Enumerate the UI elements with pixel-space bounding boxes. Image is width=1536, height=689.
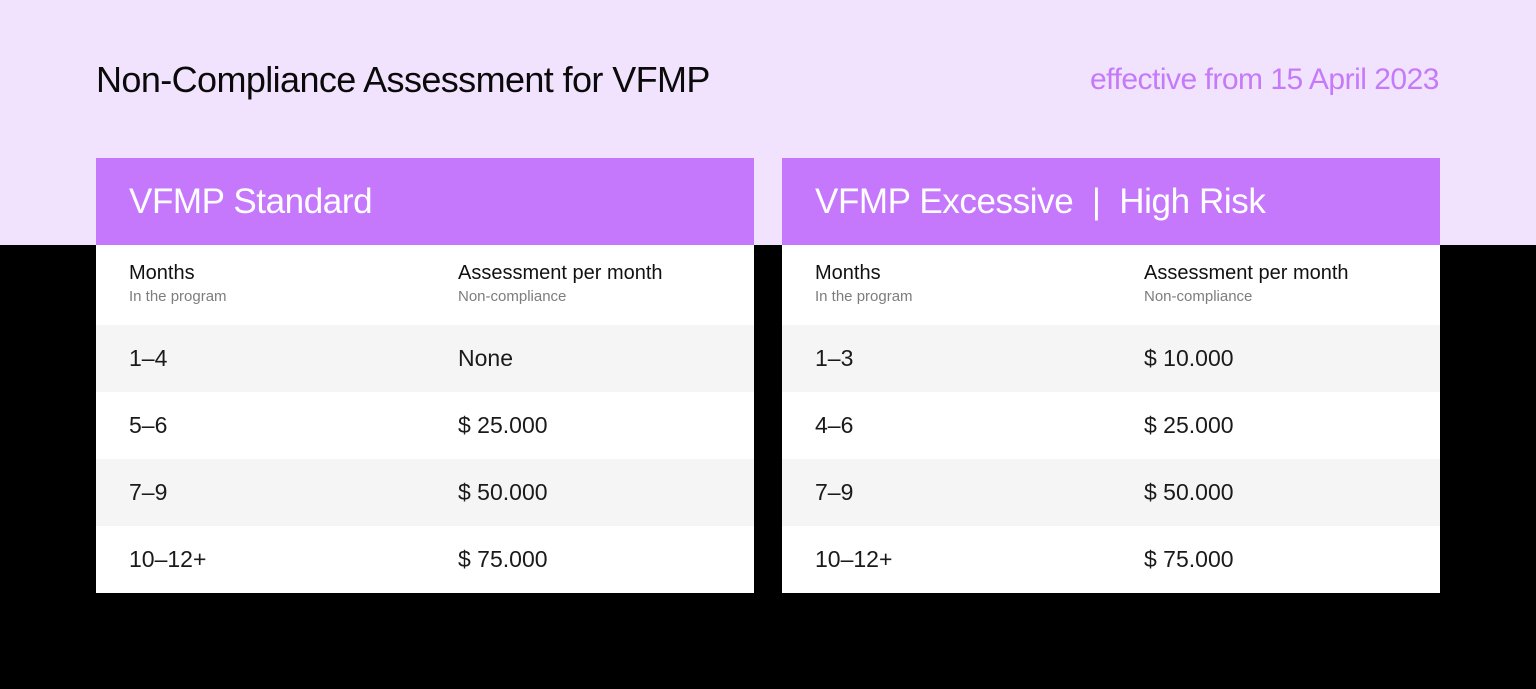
table-vfmp-excessive: VFMP Excessive | High Risk Months In the…: [782, 158, 1440, 593]
amount-cell: $ 25.000: [1144, 412, 1234, 438]
amount-cell: $ 10.000: [1144, 345, 1234, 371]
months-cell: 4–6: [815, 412, 854, 438]
months-cell: 10–12+: [129, 546, 207, 572]
column-header-months: Months In the program: [129, 259, 227, 307]
table-row: 4–6 $ 25.000: [782, 392, 1440, 459]
effective-date: effective from 15 April 2023: [1090, 63, 1440, 96]
table-row: 10–12+ $ 75.000: [96, 526, 754, 593]
column-header-assessment: Assessment per month Non-compliance: [458, 259, 663, 307]
table-row: 1–4 None: [96, 325, 754, 392]
table-row: 7–9 $ 50.000: [96, 459, 754, 526]
column-sublabel: In the program: [815, 288, 913, 305]
page-title: Non-Compliance Assessment for VFMP: [96, 59, 710, 100]
amount-cell: $ 75.000: [1144, 546, 1234, 572]
column-label: Assessment per month: [1144, 262, 1349, 284]
amount-cell: $ 75.000: [458, 546, 548, 572]
column-label: Months: [815, 262, 881, 284]
column-sublabel: Non-compliance: [458, 288, 567, 305]
column-header-assessment: Assessment per month Non-compliance: [1144, 259, 1349, 307]
table-title: VFMP Excessive | High Risk: [782, 158, 1440, 245]
months-cell: 1–3: [815, 345, 854, 371]
column-label: Months: [129, 262, 195, 284]
amount-cell: $ 25.000: [458, 412, 548, 438]
amount-cell: None: [458, 345, 513, 371]
column-headers: Months In the program Assessment per mon…: [782, 245, 1440, 325]
table-row: 1–3 $ 10.000: [782, 325, 1440, 392]
column-headers: Months In the program Assessment per mon…: [96, 245, 754, 325]
amount-cell: $ 50.000: [458, 479, 548, 505]
amount-cell: $ 50.000: [1144, 479, 1234, 505]
months-cell: 1–4: [129, 345, 168, 371]
column-sublabel: In the program: [129, 288, 227, 305]
table-row: 5–6 $ 25.000: [96, 392, 754, 459]
column-header-months: Months In the program: [815, 259, 913, 307]
table-row: 10–12+ $ 75.000: [782, 526, 1440, 593]
months-cell: 7–9: [129, 479, 168, 505]
months-cell: 10–12+: [815, 546, 893, 572]
table-vfmp-standard: VFMP Standard Months In the program Asse…: [96, 158, 754, 593]
months-cell: 5–6: [129, 412, 168, 438]
table-title: VFMP Standard: [96, 158, 754, 245]
months-cell: 7–9: [815, 479, 854, 505]
column-label: Assessment per month: [458, 262, 663, 284]
table-row: 7–9 $ 50.000: [782, 459, 1440, 526]
column-sublabel: Non-compliance: [1144, 288, 1253, 305]
